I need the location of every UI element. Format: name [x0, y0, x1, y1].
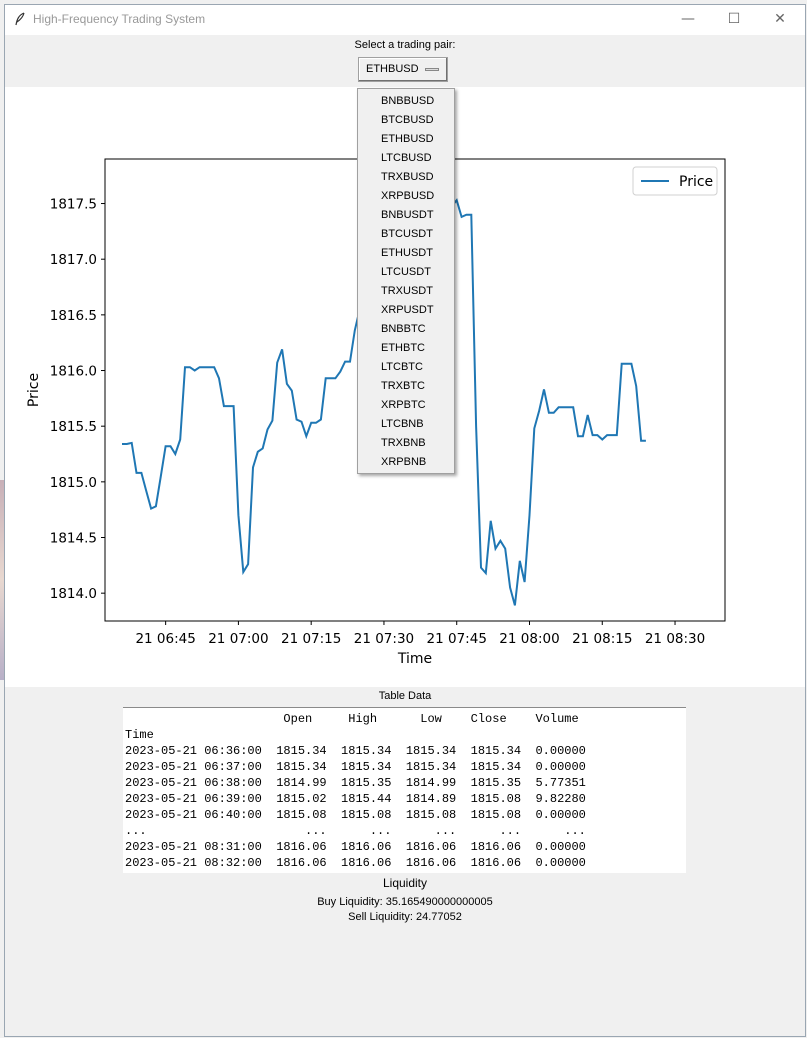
- x-tick-label: 21 07:15: [281, 631, 341, 647]
- dropdown-item-trxbusd[interactable]: TRXBUSD: [381, 171, 434, 183]
- y-tick-label: 1817.5: [50, 197, 97, 213]
- y-axis-label: Price: [26, 373, 42, 407]
- select-pair-label: Select a trading pair:: [354, 39, 456, 51]
- y-tick-label: 1815.0: [50, 475, 97, 491]
- dropdown-item-ltcbnb[interactable]: LTCBNB: [381, 418, 424, 430]
- dropdown-item-trxbnb[interactable]: TRXBNB: [381, 437, 426, 449]
- y-tick-label: 1814.0: [50, 586, 97, 602]
- title-bar[interactable]: High-Frequency Trading System — ☐ ✕: [5, 5, 805, 35]
- table-row: 2023-05-21 06:38:00 1814.99 1815.35 1814…: [125, 776, 586, 790]
- buy-liquidity: Buy Liquidity: 35.165490000000005: [317, 896, 493, 908]
- dropdown-item-xrpusdt[interactable]: XRPUSDT: [381, 304, 434, 316]
- x-tick-label: 21 08:00: [499, 631, 559, 647]
- pair-dropdown-menu[interactable]: BNBBUSD BTCBUSD ETHBUSD LTCBUSD TRXBUSD XRPBU…: [357, 88, 455, 474]
- chart-legend: [632, 166, 718, 196]
- dropdown-item-ltcbusd[interactable]: LTCBUSD: [381, 152, 432, 164]
- minimize-icon: —: [681, 11, 695, 27]
- dropdown-item-ethbtc[interactable]: ETHBTC: [381, 342, 425, 354]
- table-row: 2023-05-21 08:31:00 1816.06 1816.06 1816…: [125, 840, 586, 854]
- maximize-button[interactable]: ☐: [711, 5, 757, 35]
- table-index-label: Time: [125, 728, 154, 742]
- dropdown-item-xrpbnb[interactable]: XRPBNB: [381, 456, 427, 468]
- table-row: 2023-05-21 08:32:00 1816.06 1816.06 1816…: [125, 856, 586, 870]
- sell-liquidity: Sell Liquidity: 24.77052: [348, 911, 462, 923]
- table-row: 2023-05-21 06:36:00 1815.34 1815.34 1815…: [125, 744, 586, 758]
- table-header-row: Open High Low Close Volume: [125, 712, 579, 726]
- x-tick-label: 21 08:15: [572, 631, 632, 647]
- selector-panel: Select a trading pair: ETHBUSD: [5, 35, 805, 87]
- dropdown-item-btcbusd[interactable]: BTCBUSD: [381, 114, 434, 126]
- dropdown-item-ltcbtc[interactable]: LTCBTC: [381, 361, 423, 373]
- dropdown-item-bnbbusd[interactable]: BNBBUSD: [381, 95, 435, 107]
- x-tick-label: 21 07:45: [427, 631, 487, 647]
- dropdown-item-ethusdt[interactable]: ETHUSDT: [381, 247, 433, 259]
- pair-menubutton[interactable]: ETHBUSD: [358, 57, 448, 82]
- y-tick-label: 1817.0: [50, 252, 97, 268]
- dropdown-item-bnbusdt[interactable]: BNBUSDT: [381, 209, 434, 221]
- dropdown-item-xrpbtc[interactable]: XRPBTC: [381, 399, 426, 411]
- x-tick-label: 21 06:45: [135, 631, 195, 647]
- y-tick-label: 1815.5: [50, 419, 97, 435]
- dropdown-item-xrpbusd[interactable]: XRPBUSD: [381, 190, 435, 202]
- dropdown-item-bnbbtc[interactable]: BNBBTC: [381, 323, 426, 335]
- table-row: 2023-05-21 06:39:00 1815.02 1815.44 1814…: [125, 792, 586, 806]
- x-tick-label: 21 07:30: [354, 631, 414, 647]
- close-icon: ✕: [774, 11, 786, 27]
- window-title: High-Frequency Trading System: [33, 12, 206, 26]
- maximize-icon: ☐: [727, 11, 741, 27]
- y-tick-label: 1814.5: [50, 531, 97, 547]
- desktop-background: [0, 480, 6, 680]
- data-table-text[interactable]: Open High Low Close Volume Time 2023-05-21…: [123, 707, 686, 873]
- dropdown-item-btcusdt[interactable]: BTCUSDT: [381, 228, 433, 240]
- table-row: 2023-05-21 06:40:00 1815.08 1815.08 1815…: [125, 808, 586, 822]
- x-tick-label: 21 07:00: [208, 631, 268, 647]
- app-window: High-Frequency Trading System — ☐ ✕ Sele…: [4, 4, 806, 1037]
- dropdown-item-ethbusd[interactable]: ETHBUSD: [381, 133, 434, 145]
- x-tick-label: 21 08:30: [645, 631, 705, 647]
- table-row: ... ... ... ... ... ...: [125, 824, 586, 838]
- selected-pair: ETHBUSD: [366, 63, 419, 75]
- x-axis-label: Time: [397, 651, 432, 667]
- minimize-button[interactable]: —: [665, 5, 711, 35]
- y-tick-label: 1816.0: [50, 364, 97, 380]
- liquidity-title: Liquidity: [382, 876, 428, 890]
- close-button[interactable]: ✕: [757, 5, 803, 35]
- table-row: 2023-05-21 06:37:00 1815.34 1815.34 1815…: [125, 760, 586, 774]
- menubutton-indicator-icon: [425, 68, 439, 71]
- dropdown-item-trxusdt[interactable]: TRXUSDT: [381, 285, 433, 297]
- dropdown-item-ltcusdt[interactable]: LTCUSDT: [381, 266, 431, 278]
- feather-icon: [14, 12, 26, 30]
- y-tick-label: 1816.5: [50, 308, 97, 324]
- table-title: Table Data: [378, 690, 432, 702]
- dropdown-item-trxbtc[interactable]: TRXBTC: [381, 380, 425, 392]
- legend-label: Price: [679, 174, 713, 190]
